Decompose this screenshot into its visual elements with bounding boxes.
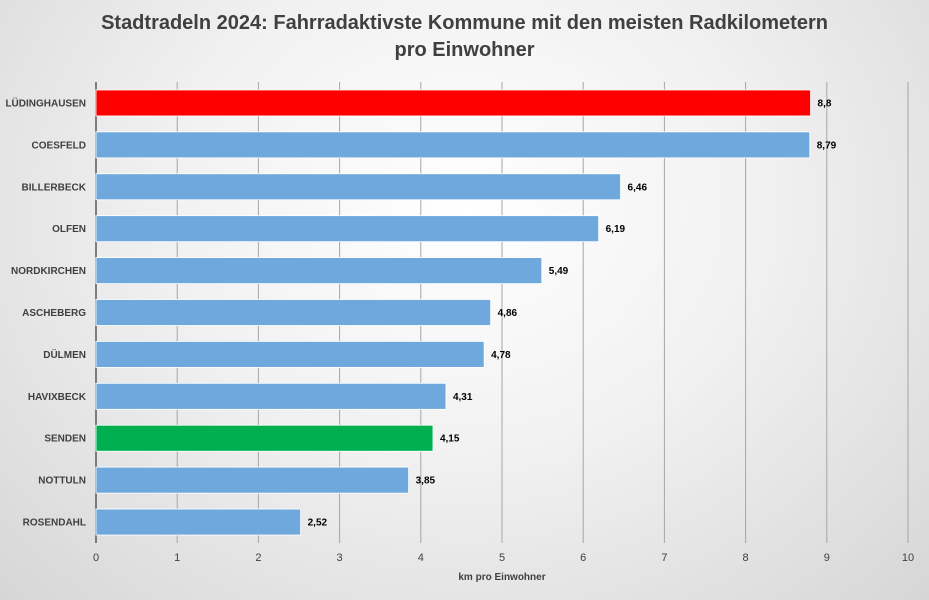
x-tick-label: 5 — [499, 552, 505, 564]
category-label: SENDEN — [44, 434, 86, 445]
chart-title-line-1: Stadtradeln 2024: Fahrradaktivste Kommun… — [101, 12, 828, 34]
category-label: HAVIXBECK — [28, 392, 87, 403]
bar — [95, 257, 543, 284]
category-label: NORDKIRCHEN — [11, 266, 86, 277]
x-tick-label: 2 — [255, 552, 261, 564]
category-label: BILLERBECK — [22, 182, 87, 193]
x-axis-title: km pro Einwohner — [458, 572, 545, 583]
bar — [95, 215, 600, 243]
chart-title-line-2: pro Einwohner — [394, 39, 535, 61]
x-tick-label: 7 — [661, 552, 667, 564]
chart-title: Stadtradeln 2024: Fahrradaktivste Kommun… — [0, 10, 929, 64]
bar — [95, 89, 811, 117]
data-label: 4,31 — [453, 392, 473, 403]
data-label: 2,52 — [308, 518, 328, 529]
x-tick-label: 4 — [418, 552, 424, 564]
category-label: DÜLMEN — [43, 348, 86, 361]
bar — [95, 382, 447, 410]
x-tick-label: 0 — [93, 552, 99, 564]
bar — [95, 341, 485, 368]
category-label: ROSENDAHL — [23, 518, 86, 529]
x-tick-label: 1 — [174, 552, 180, 564]
category-label: OLFEN — [52, 224, 86, 235]
data-label: 6,46 — [628, 182, 648, 193]
bar — [95, 173, 621, 201]
bar — [95, 131, 811, 159]
bar — [95, 424, 434, 452]
data-label: 4,78 — [491, 350, 511, 361]
x-tick-label: 6 — [580, 552, 586, 564]
data-label: 8,79 — [817, 140, 837, 151]
data-label: 4,86 — [498, 308, 518, 319]
category-label: LÜDINGHAUSEN — [5, 96, 86, 109]
bar — [95, 466, 410, 494]
x-tick-label: 8 — [743, 552, 749, 564]
category-label: NOTTULN — [38, 476, 86, 487]
x-tick-label: 3 — [337, 552, 343, 564]
bar — [95, 299, 492, 326]
x-tick-label: 9 — [824, 552, 830, 564]
data-label: 4,15 — [440, 434, 460, 445]
category-label: COESFELD — [32, 140, 86, 151]
data-label: 6,19 — [606, 224, 626, 235]
bar — [95, 508, 302, 536]
data-label: 8,8 — [818, 98, 832, 109]
data-label: 3,85 — [416, 476, 436, 487]
data-label: 5,49 — [549, 266, 569, 277]
x-tick-label: 10 — [902, 552, 914, 564]
category-label: ASCHEBERG — [22, 308, 86, 319]
